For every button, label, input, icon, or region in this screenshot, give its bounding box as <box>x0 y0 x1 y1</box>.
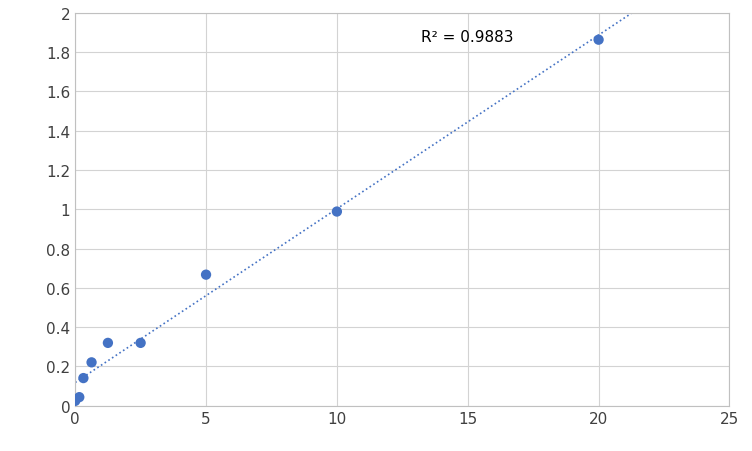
Point <box>77 375 89 382</box>
Point <box>73 394 85 401</box>
Point <box>331 208 343 216</box>
Point <box>86 359 98 366</box>
Point <box>69 397 81 405</box>
Point <box>135 340 147 347</box>
Point <box>102 340 114 347</box>
Text: R² = 0.9883: R² = 0.9883 <box>420 30 513 45</box>
Point <box>593 37 605 44</box>
Point <box>200 272 212 279</box>
